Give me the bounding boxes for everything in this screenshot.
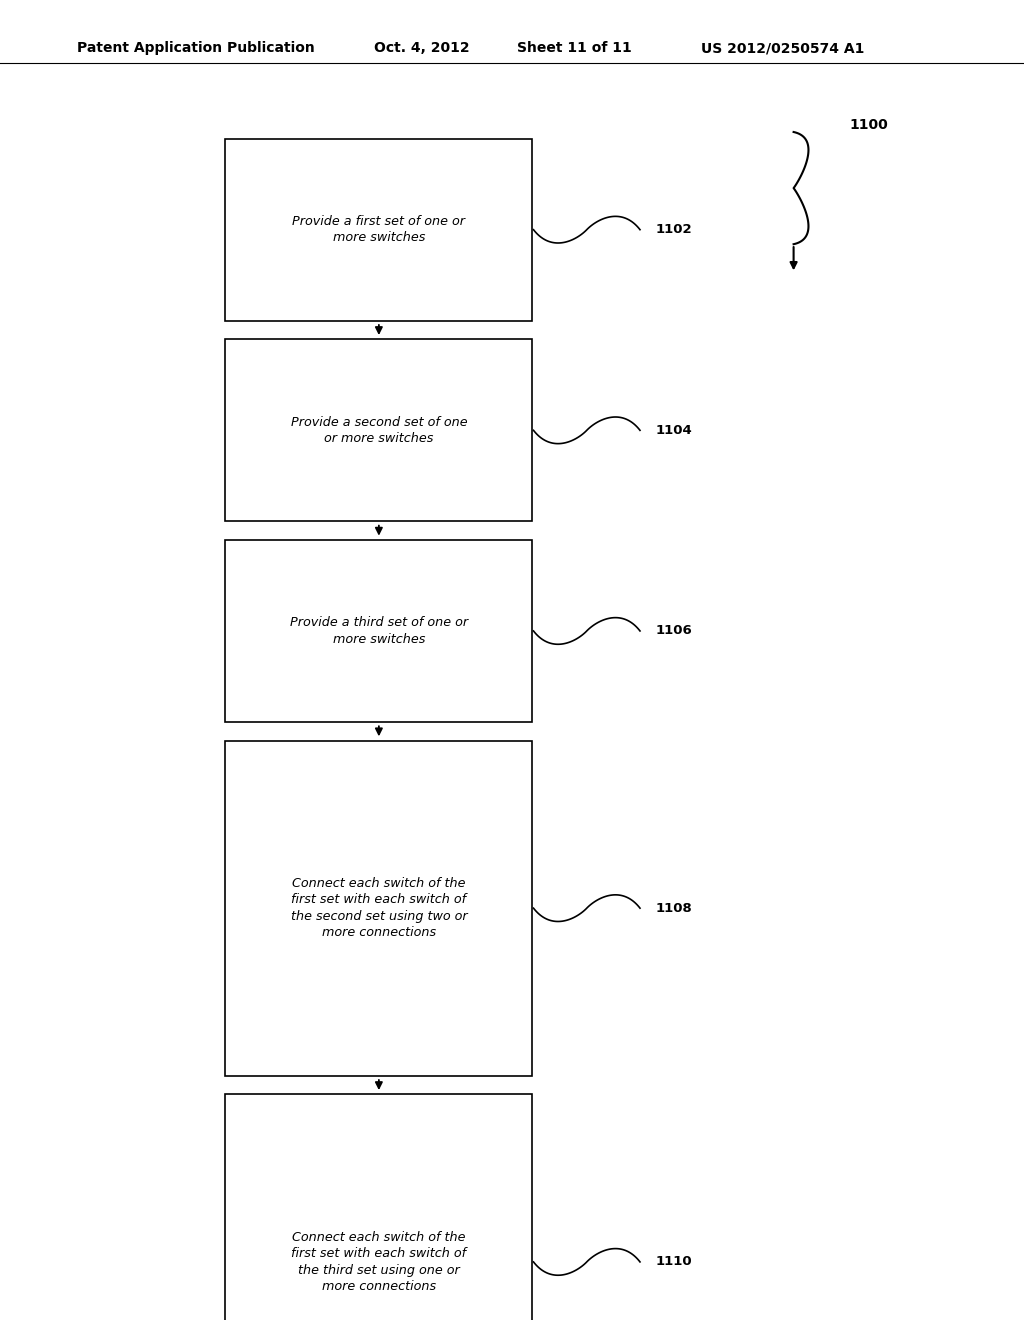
Text: Provide a third set of one or
more switches: Provide a third set of one or more switc… — [290, 616, 468, 645]
FancyBboxPatch shape — [225, 339, 532, 521]
Text: 1102: 1102 — [655, 223, 692, 236]
Text: US 2012/0250574 A1: US 2012/0250574 A1 — [701, 41, 865, 55]
Text: 1108: 1108 — [655, 902, 692, 915]
Text: Provide a first set of one or
more switches: Provide a first set of one or more switc… — [293, 215, 465, 244]
Text: Patent Application Publication: Patent Application Publication — [77, 41, 314, 55]
Text: Connect each switch of the
first set with each switch of
the second set using tw: Connect each switch of the first set wit… — [291, 876, 467, 940]
Text: 1106: 1106 — [655, 624, 692, 638]
FancyBboxPatch shape — [225, 1094, 532, 1320]
Text: 1110: 1110 — [655, 1255, 692, 1269]
Text: Provide a second set of one
or more switches: Provide a second set of one or more swit… — [291, 416, 467, 445]
Text: Sheet 11 of 11: Sheet 11 of 11 — [517, 41, 632, 55]
Text: 1100: 1100 — [850, 119, 889, 132]
Text: Connect each switch of the
first set with each switch of
the third set using one: Connect each switch of the first set wit… — [291, 1230, 467, 1294]
Text: Oct. 4, 2012: Oct. 4, 2012 — [374, 41, 469, 55]
FancyBboxPatch shape — [225, 741, 532, 1076]
FancyBboxPatch shape — [225, 540, 532, 722]
FancyBboxPatch shape — [225, 139, 532, 321]
Text: 1104: 1104 — [655, 424, 692, 437]
